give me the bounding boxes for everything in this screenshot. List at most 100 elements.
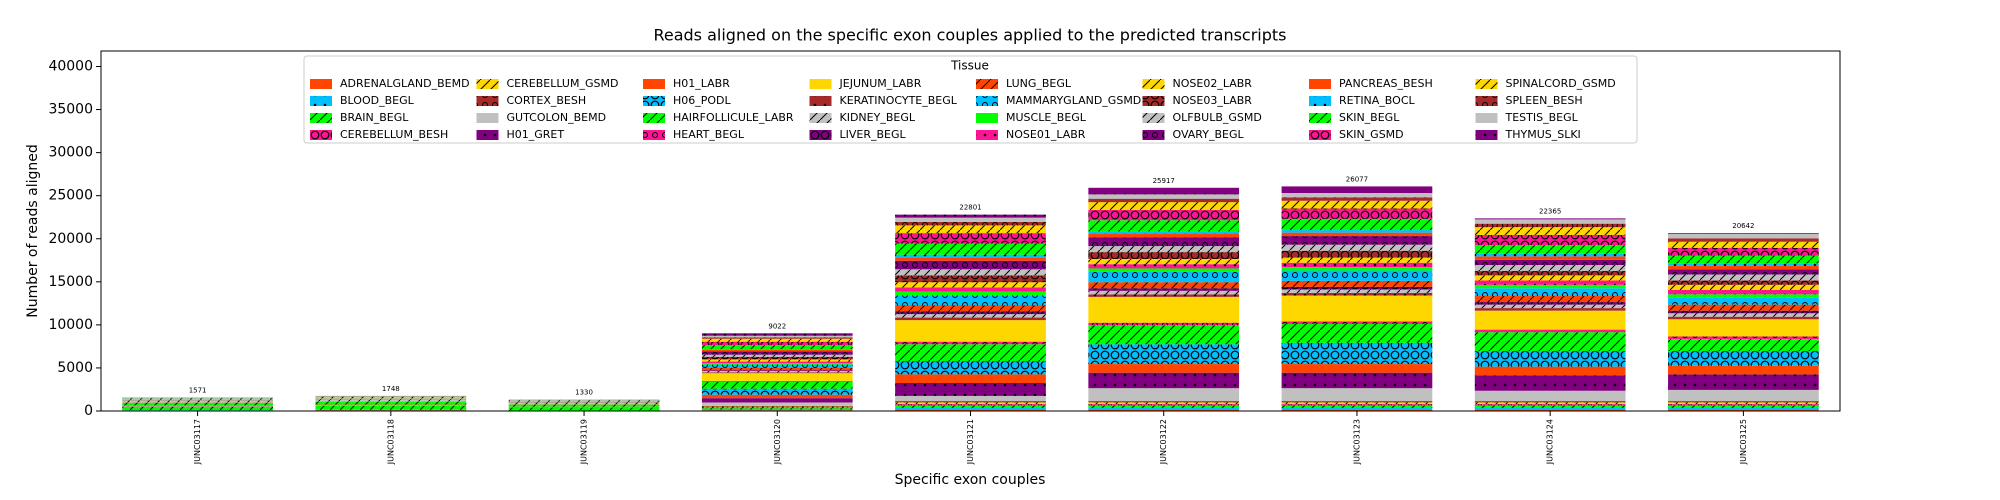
bar-segment: [1088, 344, 1240, 365]
legend-swatch: [809, 130, 832, 140]
total-label: 1748: [382, 385, 400, 393]
legend-label: OVARY_BEGL: [1173, 128, 1245, 141]
bar-segment: [701, 345, 853, 350]
bar-segment: [1088, 402, 1240, 405]
bar-segment: [1088, 202, 1240, 210]
bar-segment: [1281, 402, 1433, 405]
legend-label: MUSCLE_BEGL: [1006, 111, 1087, 124]
legend-swatch: [643, 79, 665, 89]
legend-swatch: [1309, 113, 1331, 123]
bar-segment: [701, 361, 853, 364]
bar-segment: [701, 405, 853, 407]
bar-segment: [1088, 364, 1240, 373]
legend-label: HEART_BEGL: [673, 128, 745, 141]
total-label: 22801: [959, 204, 981, 212]
legend-swatch: [476, 79, 499, 89]
bar-segment: [1281, 250, 1433, 258]
bar-segment: [895, 305, 1046, 312]
bar-segment: [1474, 288, 1626, 297]
total-label: 22365: [1539, 207, 1561, 215]
bar-segment: [1668, 233, 1819, 235]
legend-swatch: [1142, 79, 1165, 89]
bar-segment: [1088, 198, 1240, 203]
bar-segment: [895, 374, 1046, 384]
legend-swatch: [643, 113, 665, 123]
bar-segment: [701, 408, 853, 410]
bar-segment: [1668, 234, 1819, 239]
bar-segment: [895, 225, 1046, 234]
total-label: 25917: [1153, 177, 1175, 185]
bar-segment: [895, 275, 1046, 283]
bar-segment: [1281, 186, 1433, 194]
legend-swatch: [809, 79, 832, 89]
bar-segment: [1281, 230, 1433, 233]
y-tick-label: 10000: [48, 317, 93, 333]
bar-segment: [1088, 290, 1240, 295]
x-tick-label: JUNC03120: [773, 419, 782, 465]
bar-segment: [1668, 265, 1819, 270]
bar-segment: [1668, 409, 1819, 411]
bar-segment: [1281, 236, 1433, 245]
bar-segment: [1474, 375, 1626, 391]
bar-segment: [1088, 187, 1240, 195]
bar-segment: [1281, 200, 1433, 209]
axes-frame: [100, 50, 1841, 412]
bar-segment: [1088, 322, 1240, 326]
bar-segment: [1668, 405, 1819, 408]
bar-segment: [1668, 284, 1819, 290]
bar-segment: [1474, 401, 1626, 403]
y-tick-label: 5000: [57, 360, 93, 376]
bar-segment: [895, 402, 1046, 405]
bar-segment: [895, 233, 1046, 244]
bar-segment: [701, 409, 853, 411]
bar-segment: [1474, 366, 1626, 376]
bar-segment: [1474, 223, 1626, 228]
legend-label: NOSE01_LABR: [1006, 128, 1086, 141]
legend-title: Tissue: [950, 59, 989, 73]
legend-swatch: [1475, 96, 1498, 106]
bar-segment: [1474, 308, 1626, 311]
bar-segment: [1474, 302, 1626, 305]
bar-segment: [508, 400, 660, 402]
bar-segment: [315, 401, 467, 405]
x-tick-label: JUNC03125: [1739, 419, 1748, 465]
bar-segment: [895, 311, 1046, 315]
bar-segment: [315, 405, 467, 410]
bar-segment: [1474, 407, 1626, 410]
bar-segment: [1281, 262, 1433, 268]
bar-segment: [1474, 332, 1626, 352]
legend-label: SKIN_BEGL: [1339, 111, 1400, 124]
legend-label: JEJUNUM_LABR: [839, 77, 922, 90]
bar-segment: [1668, 374, 1819, 390]
bar-segment: [1474, 253, 1626, 257]
bar-segment: [1668, 297, 1819, 305]
bar-segment: [1088, 401, 1240, 403]
legend-label: TESTIS_BEGL: [1505, 111, 1579, 124]
bar-segment: [1668, 247, 1819, 256]
bar-segment: [1281, 292, 1433, 296]
legend-swatch: [1475, 79, 1498, 89]
y-tick-label: 20000: [48, 231, 93, 247]
bar-segment: [701, 406, 853, 408]
bar-segment: [1281, 407, 1433, 410]
y-tick-label: 40000: [48, 59, 93, 75]
legend-label: THYMUS_SLKI: [1505, 128, 1581, 141]
y-tick-label: 25000: [48, 188, 93, 204]
legend-box: [303, 55, 1638, 144]
bar-segment: [1281, 197, 1433, 201]
bar-segment: [1668, 289, 1819, 295]
legend-swatch: [976, 113, 998, 123]
bar-segment: [1474, 234, 1626, 246]
bar-segment: [895, 221, 1046, 226]
bar-segment: [1088, 252, 1240, 259]
bar-segment: [1281, 193, 1433, 198]
bar-segment: [701, 341, 853, 346]
legend-swatch: [809, 113, 832, 123]
legend-swatch: [643, 130, 665, 140]
bar-segment: [1281, 342, 1433, 365]
x-tick-label: JUNC03123: [1352, 419, 1361, 465]
bar-segment: [1668, 389, 1819, 402]
x-axis-label: Specific exon couples: [895, 472, 1046, 488]
bar-segment: [1088, 231, 1240, 235]
bar-segment: [1474, 310, 1626, 330]
